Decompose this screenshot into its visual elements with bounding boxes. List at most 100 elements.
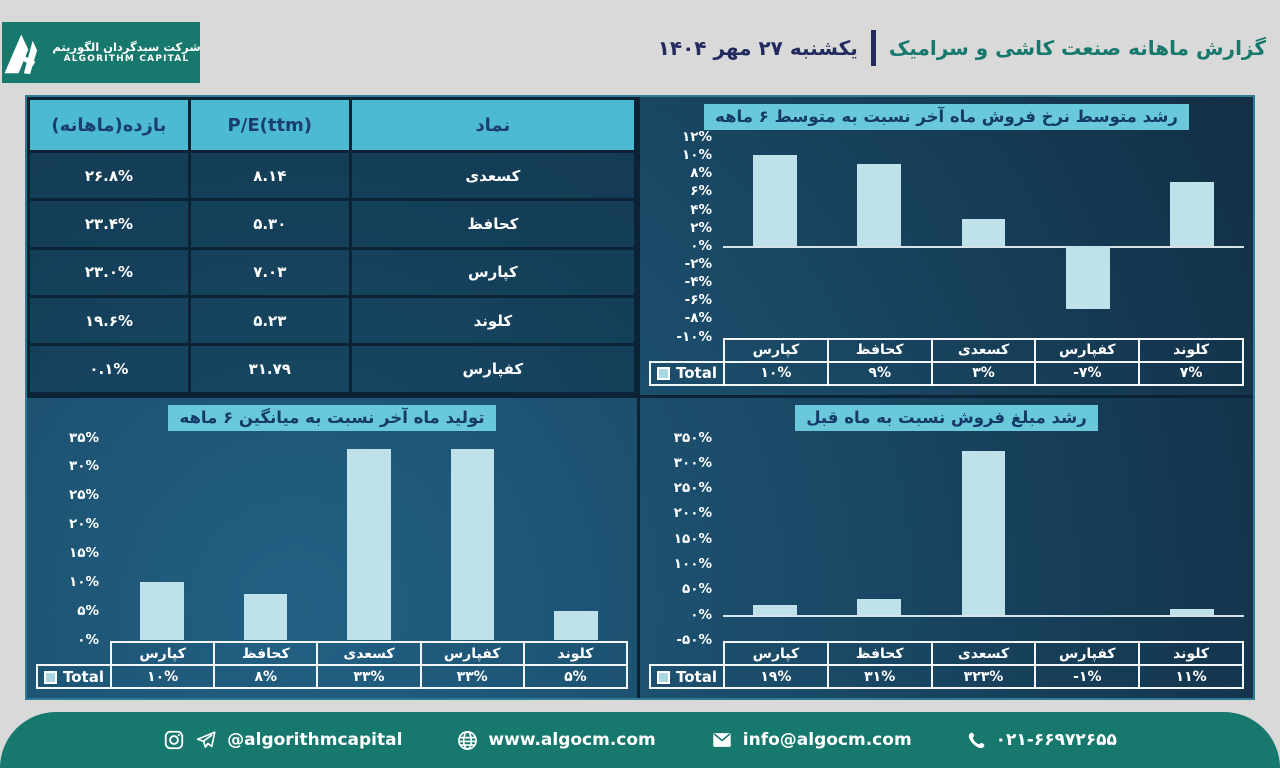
bar-2 [961,218,1006,246]
category-label: کلوند [522,641,629,666]
bar-4 [1170,609,1214,615]
bar-column [1036,137,1140,337]
total-value-cell: ۷% [1138,360,1244,386]
website-link[interactable]: www.algocm.com [456,729,656,752]
y-axis-tick-label: ۳۵۰% [673,429,712,446]
report-title: گزارش ماهانه صنعت کاشی و سرامیک [888,35,1266,60]
y-axis-tick-label: ۰% [690,606,712,623]
symbol-cell: کسعدی [348,149,637,202]
y-axis-tick-label: ۳۰% [68,458,99,475]
bar-1 [857,599,902,615]
y-axis-tick-label: ۰% [77,632,99,648]
y-axis-tick-label: ۴% [690,201,712,218]
social-link[interactable]: @algorithmcapital [163,729,402,751]
bar-3 [1065,245,1110,310]
bar-column [723,438,827,641]
category-row: کپارس کحافظ کسعدی کفپارس کلوند [37,641,629,666]
email-link[interactable]: info@algocm.com [710,729,912,751]
report-header: شرکت سبدگردان الگوریتم ALGORITHM CAPITAL… [0,0,1280,95]
total-legend-cell: Total [649,664,725,689]
y-axis-tick-label: ۱۰% [68,574,99,591]
symbols-table-row: کفپارس ۳۱.۷۹ ۰.۱% [27,343,637,395]
logo-company-name-en: ALGORITHM CAPITAL [63,54,190,65]
total-value-cell: ۱۰% [723,360,829,386]
phone-text: ۰۲۱-۶۶۹۷۲۶۵۵ [995,730,1117,750]
symbols-table-column-header: بازده(ماهانه) [27,97,191,153]
y-axis-tick-label: ۶% [690,183,712,200]
y-axis: ۱۲% ۱۰% ۸% ۶% ۴% ۲% ۰% -۲% -۴% -۶% -۸% -۱۰% [649,129,723,345]
y-axis-tick-label: ۱۰۰% [673,556,712,573]
instagram-icon [163,729,185,751]
total-value-cell: ۳۱% [826,664,933,689]
total-legend-swatch-icon [657,367,670,380]
y-axis-tick-label: -۴% [684,274,712,291]
symbols-table-header-row: نماد P/E(ttm) بازده(ماهانه) [27,97,637,153]
pe-cell: ۵.۲۳ [187,294,352,347]
category-label: کحافظ [826,337,933,363]
bar-column [1140,438,1244,641]
category-label: کفپارس [1034,337,1141,363]
category-label: کپارس [723,337,829,363]
email-icon [710,729,734,751]
company-logo: شرکت سبدگردان الگوریتم ALGORITHM CAPITAL [1,22,201,83]
telegram-icon [194,729,218,751]
pe-cell: ۳۱.۷۹ [187,343,352,395]
total-value-cell: ۳% [930,360,1037,386]
bar-column [421,438,525,640]
bar-column [931,137,1035,337]
spacer-cell [37,642,111,665]
category-label: کسعدی [316,641,422,666]
bar-column [931,438,1035,641]
y-axis-tick-label: -۶% [684,292,712,309]
return-cell: ۲۳.۴% [27,198,191,250]
chart-data-table: کپارس کحافظ کسعدی کفپارس کلوند Total ۱۰% ۹% ۳% -۷… [649,337,1244,386]
bar-3 [1065,614,1110,616]
total-row: Total ۱۹% ۳۱% ۳۲۳% -۱% ۱۱% [649,664,1244,689]
category-label: کپارس [109,641,216,666]
social-handle-text: @algorithmcapital [227,730,403,750]
zero-axis-line [723,614,1244,617]
return-cell: ۲۳.۰% [27,246,191,298]
total-legend-label: Total [63,667,104,686]
chart-title: تولید ماه آخر نسبت به میانگین ۶ ماهه [168,404,496,431]
category-label: کلوند [1138,641,1244,666]
total-row: Total ۱۰% ۸% ۳۳% ۳۳% ۵% [36,664,629,689]
symbols-table-row: کحافظ ۵.۳۰ ۲۳.۴% [27,198,637,250]
total-legend-cell: Total [649,360,725,386]
globe-icon [456,729,479,752]
return-cell: ۱۹.۶% [27,294,191,347]
category-label: کپارس [723,641,829,666]
bar-column [214,438,318,640]
total-value-cell: ۸% [213,664,319,689]
symbols-table-row: کپارس ۷.۰۳ ۲۳.۰% [27,246,637,298]
algorithm-capital-logo-icon [1,30,45,76]
total-value-cell: ۳۳% [419,664,525,689]
bar-column [1140,137,1244,337]
plot-area [723,438,1244,641]
y-axis-tick-label: ۲۰% [68,516,99,533]
title-separator [870,29,876,66]
chart-title: رشد مبلغ فروش نسبت به ماه قبل [795,404,1098,431]
total-value-cell: ۵% [522,664,629,689]
y-axis-tick-label: ۵% [77,603,99,620]
chart-data-table: کپارس کحافظ کسعدی کفپارس کلوند Total ۱۹% ۳۱% ۳۲۳… [649,641,1244,689]
category-label: کلوند [1138,337,1244,363]
bar-4 [1170,182,1214,246]
bar-0 [753,605,797,615]
return-cell: ۰.۱% [27,343,191,395]
symbols-table: نماد P/E(ttm) بازده(ماهانه) کسعدی ۸.۱۴ ۲۶.۸% ک… [27,97,637,395]
pe-cell: ۵.۳۰ [187,198,352,250]
y-axis-tick-label: ۲% [690,219,712,236]
category-label: کسعدی [930,641,1037,666]
y-axis-tick-label: ۱۵% [68,545,99,562]
chart-title: رشد متوسط نرخ فروش ماه آخر نسبت به متوسط… [704,104,1189,130]
category-label: کفپارس [1034,641,1141,666]
website-text: www.algocm.com [488,730,656,750]
y-axis-tick-label: ۲۵% [68,487,99,504]
symbols-table-quadrant: نماد P/E(ttm) بازده(ماهانه) کسعدی ۸.۱۴ ۲۶.۸% ک… [27,97,640,398]
phone-link[interactable]: ۰۲۱-۶۶۹۷۲۶۵۵ [966,730,1117,751]
y-axis-tick-label: -۲% [684,255,712,272]
total-value-cell: ۱۹% [723,664,829,689]
total-value-cell: ۹% [826,360,933,386]
bar-1 [857,164,902,246]
